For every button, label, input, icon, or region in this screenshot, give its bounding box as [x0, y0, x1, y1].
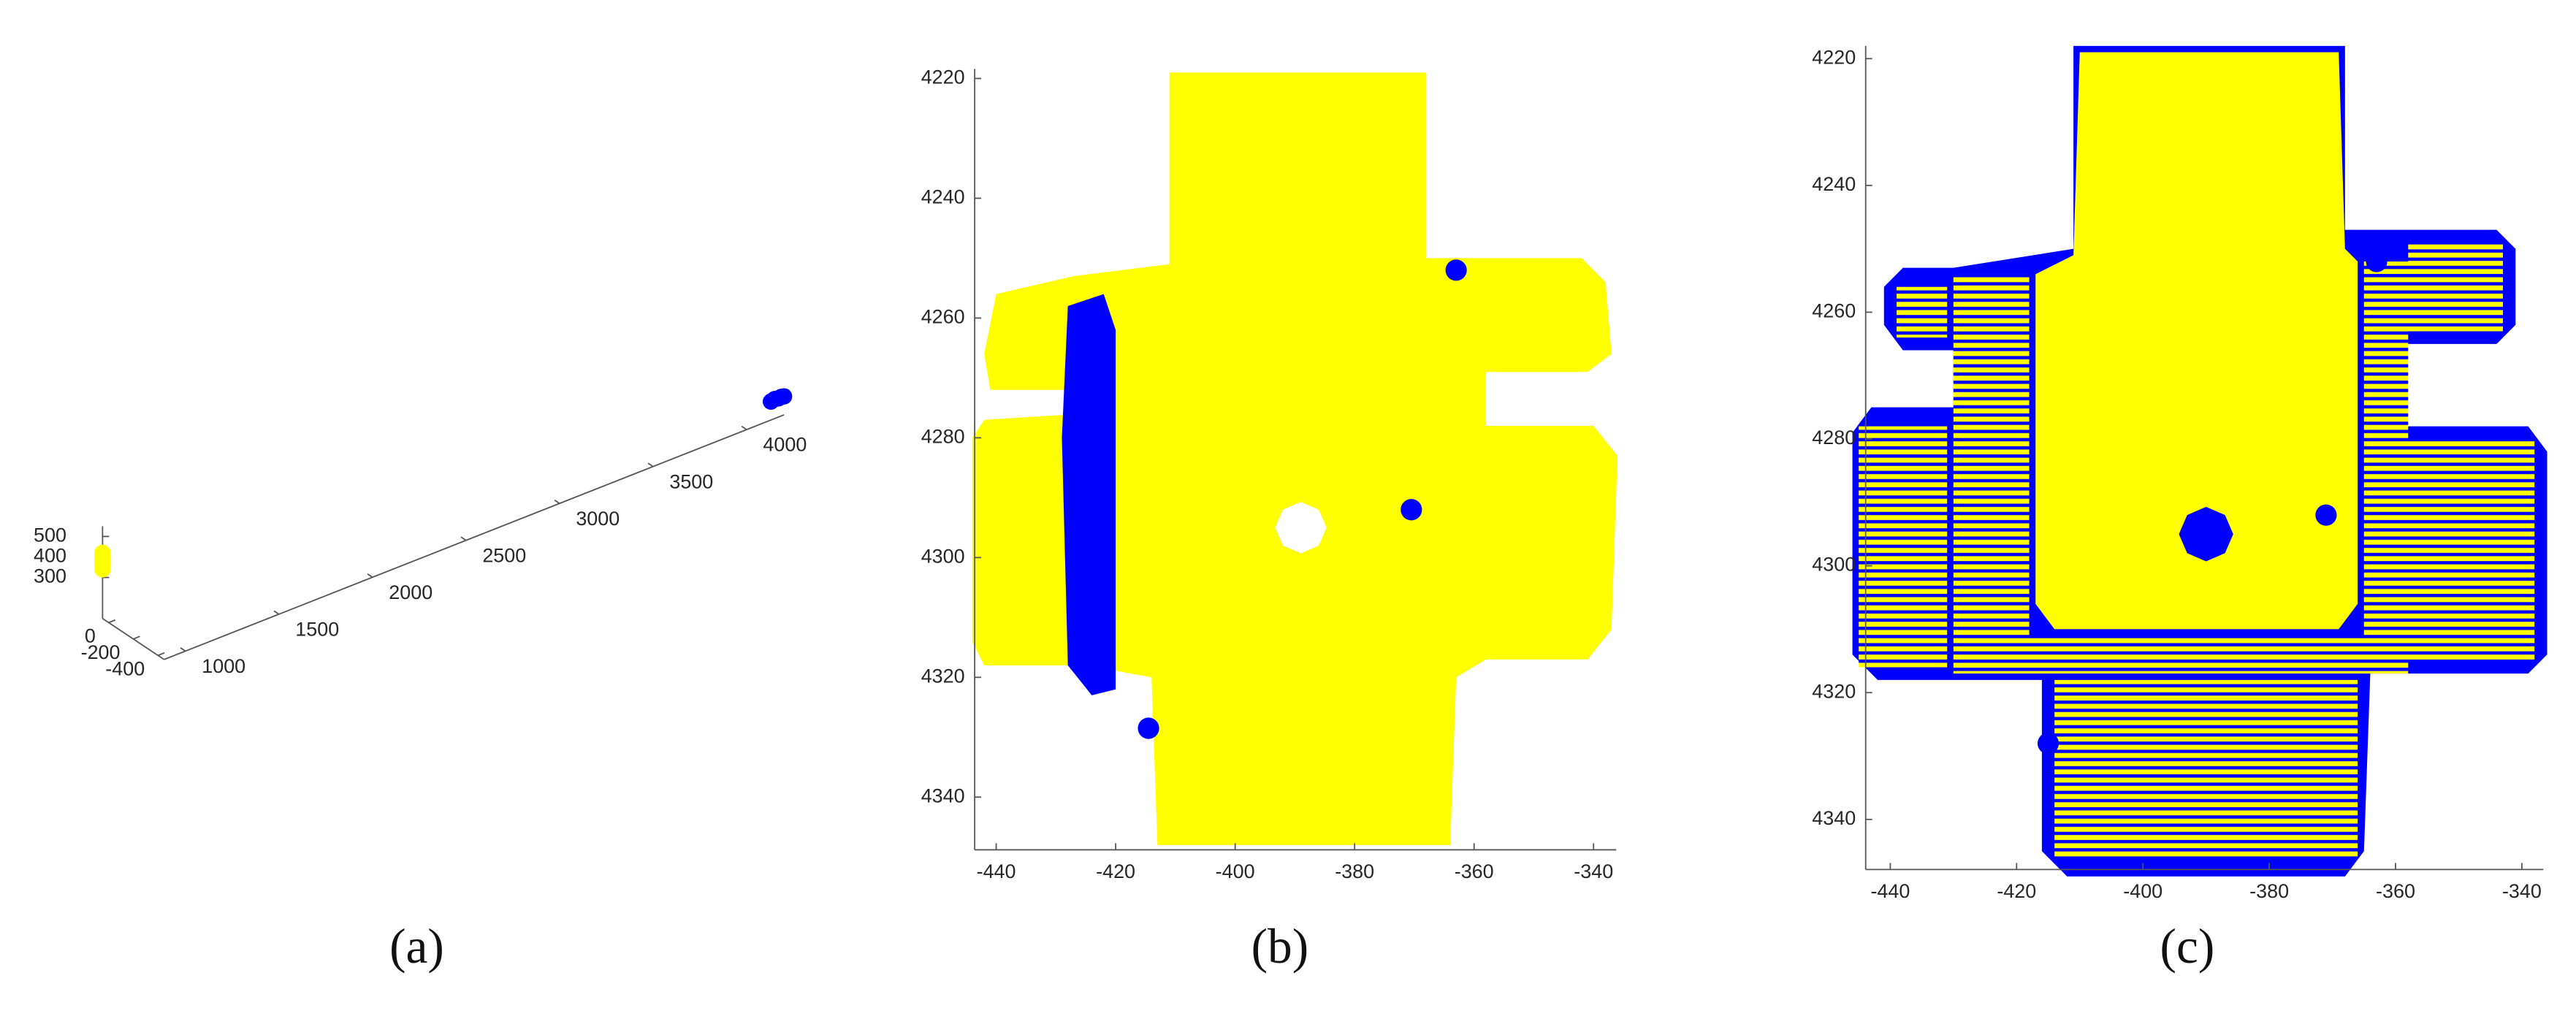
y-tick-label: 2000 — [389, 581, 432, 603]
point — [94, 544, 111, 562]
panel-caption: (a) — [389, 919, 444, 974]
x-tick-label: -360 — [2376, 880, 2415, 902]
y-tick — [273, 610, 280, 615]
y-tick-label: 4220 — [1812, 46, 1856, 68]
x-tick — [108, 619, 116, 624]
panel-caption: (c) — [2160, 919, 2215, 974]
x-tick-label: -340 — [2502, 880, 2542, 902]
x-tick-label: -440 — [1870, 880, 1910, 902]
x-tick — [133, 635, 140, 640]
y-tick-label: 4280 — [1812, 427, 1856, 448]
x-tick — [157, 652, 165, 657]
y-tick-label: 3000 — [576, 508, 620, 530]
y-tick-label: 4340 — [1812, 807, 1856, 829]
x-tick-label: -440 — [977, 860, 1016, 882]
point-cloud — [2035, 52, 2358, 630]
y-tick-label: 2500 — [482, 544, 526, 566]
y-tick — [367, 573, 373, 579]
y-tick-label: 4000 — [763, 434, 807, 456]
panel-caption: (b) — [1251, 919, 1309, 974]
y-tick-label: 1000 — [202, 655, 245, 677]
point-cloud — [1859, 242, 2535, 858]
x-tick-label: -400 — [1216, 860, 1255, 882]
y-tick-label: 4340 — [921, 784, 965, 806]
point — [2037, 733, 2059, 755]
x-tick-label: -360 — [1455, 860, 1494, 882]
x-tick-label: -400 — [2123, 880, 2162, 902]
y-tick-label: 4260 — [921, 306, 965, 328]
y-tick-label: 4280 — [921, 425, 965, 447]
point — [1445, 259, 1467, 281]
x-tick-label: -420 — [1997, 880, 2036, 902]
y-tick-label: 3500 — [669, 470, 713, 492]
y-axis — [164, 414, 785, 660]
point — [1138, 717, 1159, 739]
y-tick-label: 4240 — [1812, 173, 1856, 195]
point — [1401, 499, 1422, 521]
y-tick — [554, 499, 560, 504]
y-tick-label: 4320 — [1812, 680, 1856, 702]
y-tick-label: 4300 — [1812, 554, 1856, 576]
y-tick — [741, 425, 747, 430]
point-cloud — [1062, 294, 1116, 695]
y-tick-label: 4240 — [921, 186, 965, 208]
y-tick — [647, 462, 654, 467]
figure-body: 1000150020002500300035004000-400-2000300… — [34, 45, 2548, 974]
y-tick-label: 4220 — [921, 66, 965, 88]
y-tick — [180, 647, 186, 652]
x-tick-label: -380 — [2249, 880, 2289, 902]
point — [2315, 504, 2337, 526]
y-tick-label: 4300 — [921, 545, 965, 567]
y-tick-label: 1500 — [295, 618, 339, 640]
point — [775, 388, 793, 405]
z-tick-label: 500 — [34, 524, 66, 546]
y-tick-label: 4260 — [1812, 300, 1856, 322]
x-tick-label: 0 — [85, 625, 96, 647]
x-tick-label: -400 — [105, 658, 145, 680]
z-tick-label: 400 — [34, 545, 66, 567]
z-tick-label: 300 — [34, 565, 66, 587]
x-tick-label: -340 — [1574, 860, 1613, 882]
x-tick-label: -380 — [1335, 860, 1374, 882]
x-tick-label: -200 — [81, 641, 121, 663]
y-tick — [460, 536, 467, 541]
point — [2366, 251, 2388, 272]
y-tick-label: 4320 — [921, 665, 965, 687]
x-tick-label: -420 — [1096, 860, 1135, 882]
